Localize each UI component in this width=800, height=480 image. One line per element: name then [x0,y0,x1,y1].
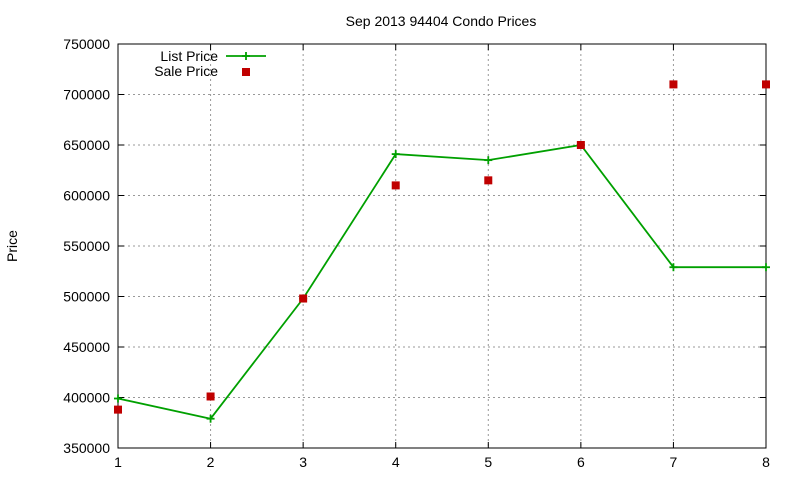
x-tick-label: 8 [762,454,770,470]
list-price-point [484,156,493,165]
x-tick-label: 1 [114,454,122,470]
y-tick-label: 750000 [63,36,110,52]
x-tick-label: 4 [392,454,400,470]
sale-price-point [391,181,400,190]
y-tick-label: 700000 [63,87,110,103]
sale-price-point [484,176,493,185]
y-tick-label: 600000 [63,188,110,204]
legend-label-list-price: List Price [160,48,218,64]
axis-ticks: 350000 400000 450000 500000 550000 600000 6500… [63,36,770,470]
y-axis-label: Price [4,230,20,262]
y-tick-label: 500000 [63,289,110,305]
x-tick-label: 2 [207,454,215,470]
y-tick-label: 550000 [63,238,110,254]
list-price-point [762,263,770,272]
legend-label-sale-price: Sale Price [154,63,218,79]
list-price-point [669,263,678,272]
sale-price-point [299,294,308,303]
x-tick-label: 3 [299,454,307,470]
chart-title: Sep 2013 94404 Condo Prices [346,13,537,29]
y-tick-label: 400000 [63,390,110,406]
sale-price-point [669,80,678,89]
sale-price-point [206,392,215,401]
legend-marker-sale-price [242,68,250,76]
y-tick-label: 450000 [63,339,110,355]
x-tick-label: 7 [670,454,678,470]
x-tick-label: 6 [577,454,585,470]
y-tick-label: 350000 [63,440,110,456]
list-price-line [117,144,766,420]
grid-lines [118,44,766,448]
list-price-point [206,414,215,423]
list-price-point [391,150,400,159]
y-tick-label: 650000 [63,137,110,153]
sale-price-point [762,80,770,89]
list-price-point [114,394,122,403]
sale-price-point [114,405,122,414]
sale-price-point [576,141,585,149]
series-layer [114,80,770,423]
x-tick-label: 5 [484,454,492,470]
